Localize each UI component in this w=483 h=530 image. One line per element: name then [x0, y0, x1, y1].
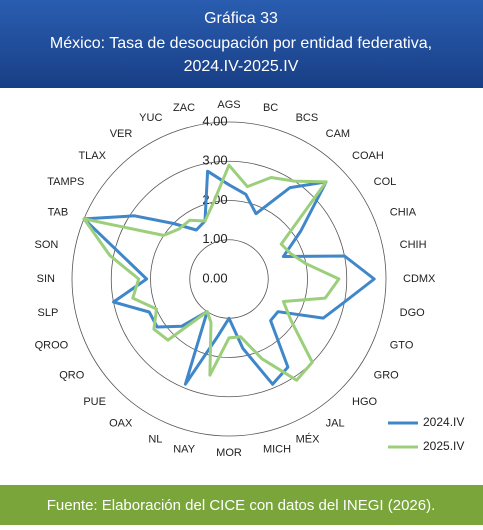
category-label: MICH	[263, 444, 291, 456]
category-label: SIN	[37, 273, 55, 285]
category-label: NAY	[173, 444, 195, 456]
category-label: MOR	[216, 447, 242, 459]
legend-label: 2025.IV	[423, 439, 464, 453]
r-tick-label: 0.00	[202, 270, 227, 285]
chart-subtitle: 2024.IV-2025.IV	[184, 58, 299, 75]
category-label: TAMPS	[47, 176, 84, 188]
category-label: QROO	[35, 339, 69, 351]
category-label: SLP	[38, 307, 59, 319]
category-label: GRO	[374, 370, 400, 382]
series-line	[82, 169, 376, 386]
category-label: TAB	[48, 206, 69, 218]
grid-ring	[150, 200, 308, 358]
footer	[0, 485, 483, 525]
category-label: OAX	[109, 418, 133, 430]
category-label: TLAX	[78, 150, 106, 162]
r-tick-label: 4.00	[202, 113, 227, 128]
r-tick-label: 3.00	[202, 153, 227, 168]
category-label: HGO	[352, 396, 378, 408]
category-label: CDMX	[403, 273, 436, 285]
category-label: MÉX	[296, 433, 321, 446]
category-label: BC	[263, 102, 278, 114]
header	[0, 0, 483, 88]
category-label: DGO	[400, 307, 426, 319]
category-label: COL	[374, 176, 397, 188]
category-label: SON	[34, 239, 58, 251]
category-label: PUE	[83, 396, 106, 408]
category-label: YUC	[139, 112, 162, 124]
r-tick-label: 1.00	[202, 231, 227, 246]
source: Fuente: Elaboración del CICE con datos d…	[47, 497, 436, 514]
legend-label: 2024.IV	[423, 415, 464, 429]
category-label: QRO	[59, 370, 85, 382]
category-label: AGS	[217, 99, 240, 111]
category-label: NL	[148, 434, 162, 446]
grid-ring	[110, 160, 348, 398]
chart-subtitle: México: Tasa de desocupación por entidad…	[50, 35, 432, 52]
category-label: CHIH	[400, 239, 427, 251]
series-line	[82, 163, 341, 382]
category-label: COAH	[352, 150, 384, 162]
category-label: BCS	[296, 112, 319, 124]
category-label: VER	[110, 128, 133, 140]
category-label: ZAC	[173, 102, 195, 114]
grid-ring	[71, 121, 387, 437]
category-label: CAM	[326, 128, 350, 140]
chart-title: Gráfica 33	[204, 10, 278, 27]
category-label: JAL	[326, 418, 345, 430]
category-label: CHIA	[390, 206, 417, 218]
category-label: GTO	[390, 339, 414, 351]
